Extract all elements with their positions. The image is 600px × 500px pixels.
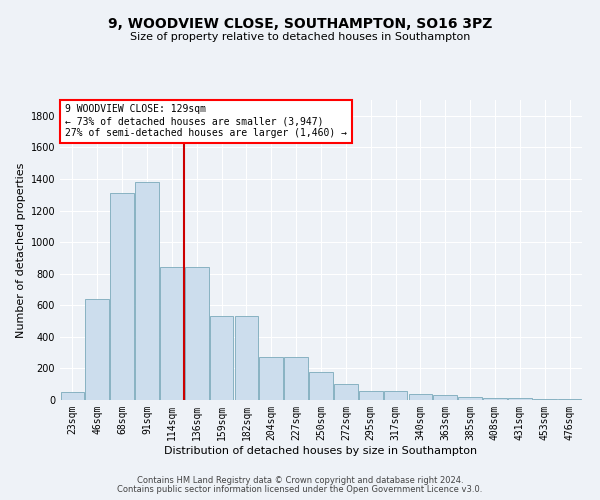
Bar xyxy=(160,268,184,400)
Bar xyxy=(309,372,333,400)
Text: Contains HM Land Registry data © Crown copyright and database right 2024.: Contains HM Land Registry data © Crown c… xyxy=(137,476,463,485)
Text: Contains public sector information licensed under the Open Government Licence v3: Contains public sector information licen… xyxy=(118,485,482,494)
Bar xyxy=(558,399,581,400)
Bar xyxy=(61,392,84,400)
Bar xyxy=(185,268,209,400)
Bar xyxy=(235,316,258,400)
X-axis label: Distribution of detached houses by size in Southampton: Distribution of detached houses by size … xyxy=(164,446,478,456)
Bar xyxy=(409,394,432,400)
Bar xyxy=(110,193,134,400)
Bar xyxy=(533,398,557,400)
Text: Size of property relative to detached houses in Southampton: Size of property relative to detached ho… xyxy=(130,32,470,42)
Y-axis label: Number of detached properties: Number of detached properties xyxy=(16,162,26,338)
Bar xyxy=(384,390,407,400)
Bar xyxy=(508,398,532,400)
Bar xyxy=(483,398,507,400)
Bar xyxy=(433,396,457,400)
Bar xyxy=(210,316,233,400)
Text: 9 WOODVIEW CLOSE: 129sqm
← 73% of detached houses are smaller (3,947)
27% of sem: 9 WOODVIEW CLOSE: 129sqm ← 73% of detach… xyxy=(65,104,347,138)
Bar xyxy=(85,299,109,400)
Bar xyxy=(284,358,308,400)
Bar xyxy=(458,397,482,400)
Bar xyxy=(359,390,383,400)
Bar xyxy=(334,384,358,400)
Bar xyxy=(259,358,283,400)
Bar xyxy=(135,182,159,400)
Text: 9, WOODVIEW CLOSE, SOUTHAMPTON, SO16 3PZ: 9, WOODVIEW CLOSE, SOUTHAMPTON, SO16 3PZ xyxy=(108,18,492,32)
